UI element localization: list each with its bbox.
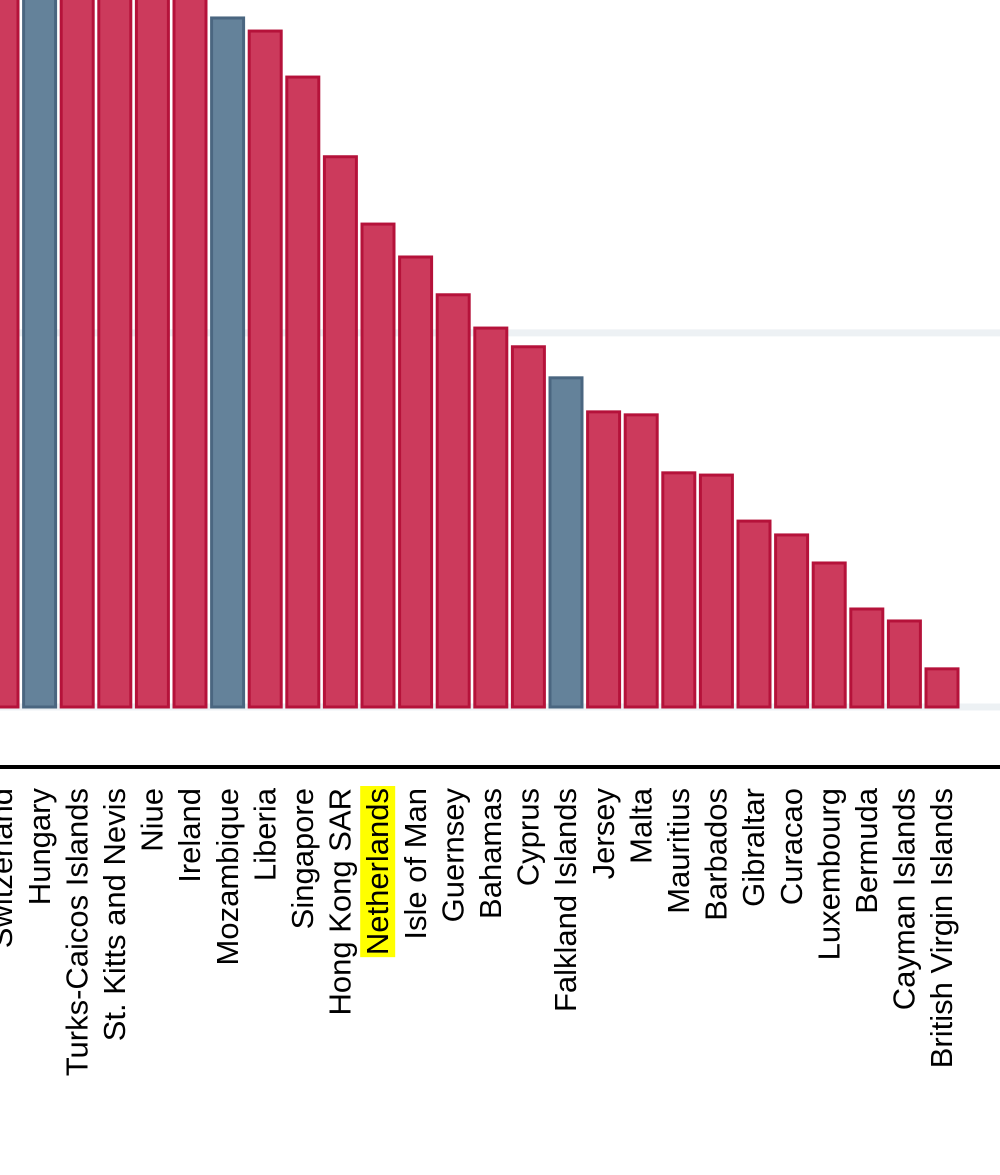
bar xyxy=(849,607,885,709)
x-tick-label: Bermuda xyxy=(849,787,884,914)
x-tick-label: Mozambique xyxy=(210,788,245,965)
bar xyxy=(59,0,95,709)
bar xyxy=(285,75,321,709)
bar xyxy=(623,413,659,709)
bars xyxy=(0,0,960,709)
x-tick-label: Bahamas xyxy=(473,788,508,919)
bar xyxy=(172,0,208,709)
x-tick-label: Singapore xyxy=(285,788,320,929)
x-tick-label: Hungary xyxy=(22,788,57,906)
x-tick-label: Malta xyxy=(623,787,658,864)
bar xyxy=(97,0,133,709)
x-tick-label: Gibraltar xyxy=(736,788,771,907)
x-tick-label: Falkland Islands xyxy=(548,788,583,1012)
bar xyxy=(510,345,546,709)
bar xyxy=(435,293,471,709)
bar xyxy=(0,0,20,709)
bar xyxy=(322,155,358,709)
bar xyxy=(698,473,734,709)
bar xyxy=(736,519,772,709)
x-tick-label: Switzerland xyxy=(0,788,19,948)
x-tick-label: Barbados xyxy=(699,788,734,921)
bar xyxy=(886,619,922,709)
x-tick-label: Netherlands xyxy=(360,788,395,955)
bar xyxy=(586,410,622,709)
x-tick-label: Turks-Caicos Islands xyxy=(59,788,94,1076)
x-tick-label: Niue xyxy=(135,788,170,852)
bar xyxy=(548,376,584,709)
x-tick-label: St. Kitts and Nevis xyxy=(97,788,132,1041)
bar xyxy=(398,255,434,709)
bar xyxy=(774,533,810,709)
label-highlight xyxy=(360,786,396,958)
x-tick-label: British Virgin Islands xyxy=(924,788,959,1068)
bar xyxy=(247,29,283,709)
x-tick-label: Isle of Man xyxy=(398,788,433,940)
x-tick-label: Ireland xyxy=(172,788,207,883)
x-tick-label: Jersey xyxy=(586,788,621,880)
bar xyxy=(134,0,170,709)
bar xyxy=(360,222,396,709)
x-labels: Switzerland Hungary Turks-Caicos Islands St… xyxy=(0,786,959,1076)
x-tick-label: Curacao xyxy=(774,788,809,905)
x-tick-label: Liberia xyxy=(247,787,282,881)
x-tick-label: Cyprus xyxy=(511,788,546,886)
bar xyxy=(210,16,246,709)
bar xyxy=(811,561,847,709)
bar xyxy=(924,667,960,709)
x-tick-label: Mauritius xyxy=(661,788,696,914)
bar xyxy=(22,0,58,709)
x-tick-label: Guernsey xyxy=(435,788,470,923)
x-tick-label: Luxembourg xyxy=(811,788,846,960)
bar xyxy=(473,326,509,709)
x-tick-label: Cayman Islands xyxy=(887,788,922,1010)
bar xyxy=(661,471,697,709)
x-tick-label: Hong Kong SAR xyxy=(323,788,358,1015)
